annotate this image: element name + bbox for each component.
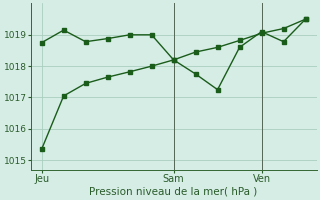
X-axis label: Pression niveau de la mer( hPa ): Pression niveau de la mer( hPa ): [90, 187, 258, 197]
